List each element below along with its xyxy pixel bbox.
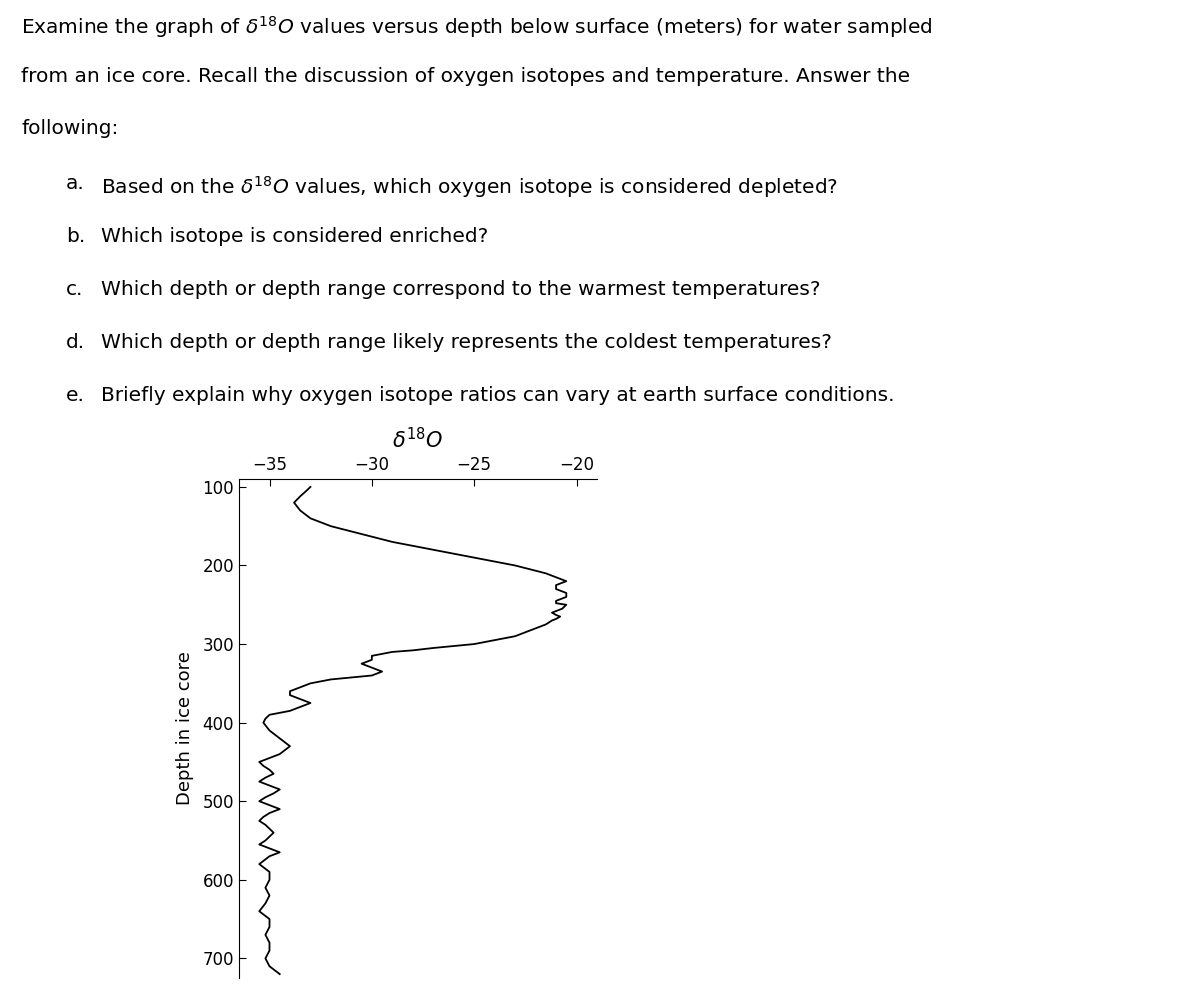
Text: Which depth or depth range likely represents the coldest temperatures?: Which depth or depth range likely repres… xyxy=(101,333,832,352)
Text: Which isotope is considered enriched?: Which isotope is considered enriched? xyxy=(101,228,488,247)
Text: b.: b. xyxy=(66,228,85,247)
Text: Based on the $\delta^{18}O$ values, which oxygen isotope is considered depleted?: Based on the $\delta^{18}O$ values, whic… xyxy=(101,175,838,201)
Text: c.: c. xyxy=(66,280,84,299)
Text: Examine the graph of $\delta^{18}O$ values versus depth below surface (meters) f: Examine the graph of $\delta^{18}O$ valu… xyxy=(21,14,934,40)
Text: a.: a. xyxy=(66,175,85,194)
Text: from an ice core. Recall the discussion of oxygen isotopes and temperature. Answ: from an ice core. Recall the discussion … xyxy=(21,67,911,86)
Text: e.: e. xyxy=(66,385,85,404)
Text: d.: d. xyxy=(66,333,85,352)
Text: Which depth or depth range correspond to the warmest temperatures?: Which depth or depth range correspond to… xyxy=(101,280,821,299)
Text: Briefly explain why oxygen isotope ratios can vary at earth surface conditions.: Briefly explain why oxygen isotope ratio… xyxy=(101,385,896,404)
Y-axis label: Depth in ice core: Depth in ice core xyxy=(176,652,193,805)
Text: following:: following: xyxy=(21,120,119,139)
X-axis label: $\delta^{18}O$: $\delta^{18}O$ xyxy=(393,427,443,452)
